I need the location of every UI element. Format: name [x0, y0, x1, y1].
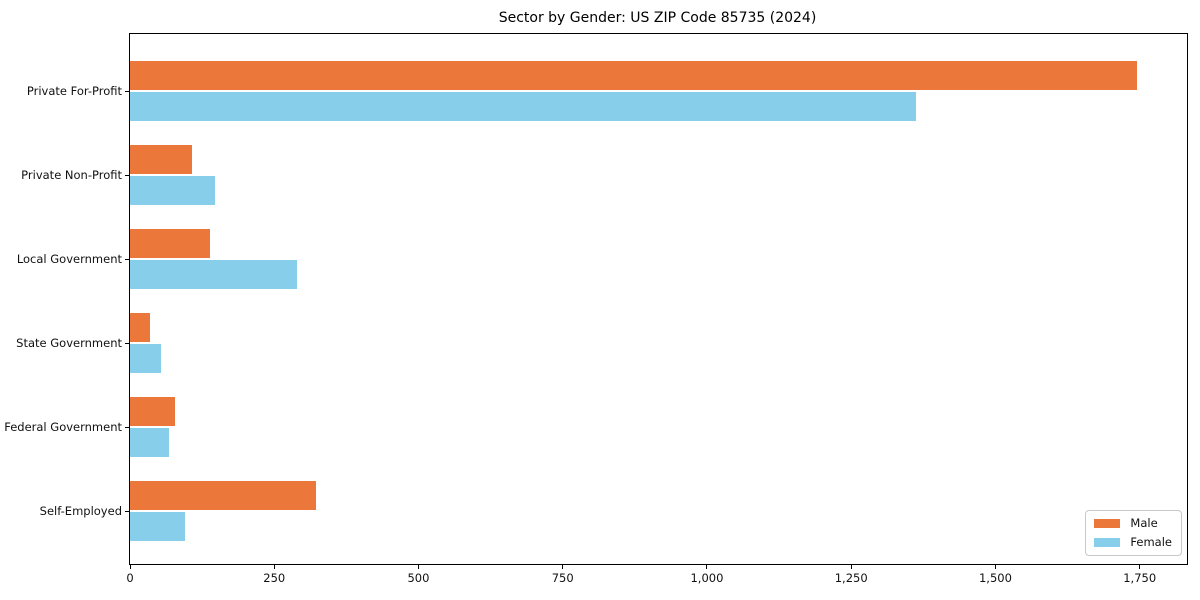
x-tick-label-750: 750	[551, 571, 574, 585]
bar-female-self-employed	[130, 512, 185, 541]
x-tick-1750	[1139, 565, 1141, 569]
legend-item-female: Female	[1094, 536, 1172, 549]
bar-female-local-government	[130, 260, 298, 289]
y-tick-self-employed	[125, 510, 129, 512]
x-tick-label-1000: 1,000	[690, 571, 724, 585]
bar-male-private-for-profit	[130, 61, 1137, 90]
y-tick-federal-government	[125, 426, 129, 428]
x-tick-1500	[994, 565, 996, 569]
y-axis-label-private-for-profit: Private For-Profit	[26, 84, 122, 98]
x-tick-label-1500: 1,500	[978, 571, 1012, 585]
x-tick-label-1250: 1,250	[834, 571, 868, 585]
y-tick-state-government	[125, 342, 129, 344]
x-tick-0	[129, 565, 131, 569]
bar-male-self-employed	[130, 481, 316, 510]
y-axis-label-state-government: State Government	[16, 336, 122, 350]
x-tick-1250	[850, 565, 852, 569]
legend-swatch-male-icon	[1094, 519, 1121, 528]
legend-label-female: Female	[1130, 535, 1172, 549]
bar-male-private-non-profit	[130, 145, 192, 174]
bar-male-local-government	[130, 229, 210, 258]
x-tick-500	[417, 565, 419, 569]
chart-title: Sector by Gender: US ZIP Code 85735 (202…	[498, 10, 817, 26]
legend-item-male: Male	[1094, 517, 1172, 530]
y-tick-private-for-profit	[125, 90, 129, 92]
x-tick-label-500: 500	[407, 571, 430, 585]
legend: Male Female	[1085, 510, 1182, 556]
y-tick-private-non-profit	[125, 174, 129, 176]
y-axis-label-self-employed: Self-Employed	[39, 504, 122, 518]
x-tick-label-0: 0	[126, 571, 134, 585]
bar-female-state-government	[130, 344, 161, 373]
x-tick-750	[562, 565, 564, 569]
x-tick-label-250: 250	[263, 571, 286, 585]
bar-female-private-non-profit	[130, 176, 215, 205]
bar-female-private-for-profit	[130, 92, 916, 121]
bar-male-state-government	[130, 313, 151, 342]
x-tick-1000	[706, 565, 708, 569]
y-tick-local-government	[125, 258, 129, 260]
y-axis-label-local-government: Local Government	[16, 252, 122, 266]
legend-swatch-female-icon	[1094, 538, 1121, 547]
legend-label-male: Male	[1130, 516, 1158, 530]
y-axis-label-federal-government: Federal Government	[4, 420, 122, 434]
x-tick-250	[273, 565, 275, 569]
y-axis-label-private-non-profit: Private Non-Profit	[21, 168, 122, 182]
bar-female-federal-government	[130, 428, 169, 457]
bar-male-federal-government	[130, 397, 175, 426]
x-tick-label-1750: 1,750	[1123, 571, 1157, 585]
plot-area: Male Female Private For-Profit Private No…	[4, 33, 1188, 585]
